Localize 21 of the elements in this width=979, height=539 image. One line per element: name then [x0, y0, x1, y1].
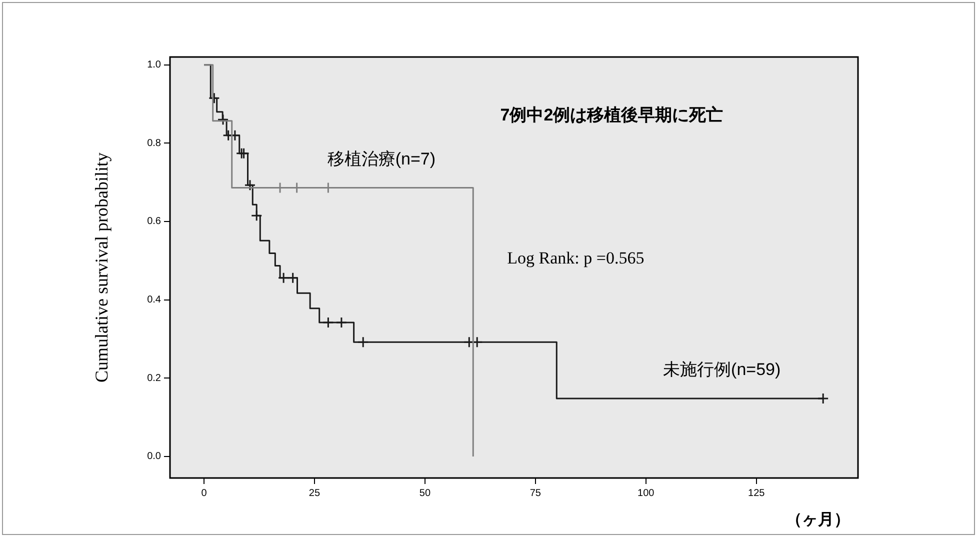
- x-tick-label: 25: [308, 488, 320, 499]
- point: [217, 114, 229, 126]
- x-tick-label: 100: [638, 488, 655, 499]
- y-tick-label: 0.4: [147, 294, 162, 306]
- point: [244, 179, 256, 191]
- y-tick-label: 0.6: [147, 216, 162, 228]
- x-axis-title: （ヶ月）: [786, 511, 850, 528]
- series-label: 未施行例(n=59): [663, 360, 781, 380]
- y-tick-label: 0.8: [147, 138, 162, 149]
- x-tick-label: 0: [201, 488, 208, 499]
- x-tick-label: 125: [748, 488, 766, 499]
- x-tick-label: 75: [530, 488, 542, 499]
- y-axis-title: Cumulative survival probability: [92, 152, 112, 382]
- annotation: Log Rank: p =0.565: [507, 248, 644, 268]
- y-tick-label: 0.2: [147, 372, 162, 384]
- y-tick-label: 0.0: [147, 451, 162, 462]
- x-tick-label: 50: [419, 488, 431, 499]
- series-label: 移植治療(n=7): [327, 149, 436, 168]
- annotation: 7例中2例は移植後早期に死亡: [500, 106, 724, 125]
- point: [208, 92, 220, 104]
- y-tick-label: 1.0: [147, 60, 162, 71]
